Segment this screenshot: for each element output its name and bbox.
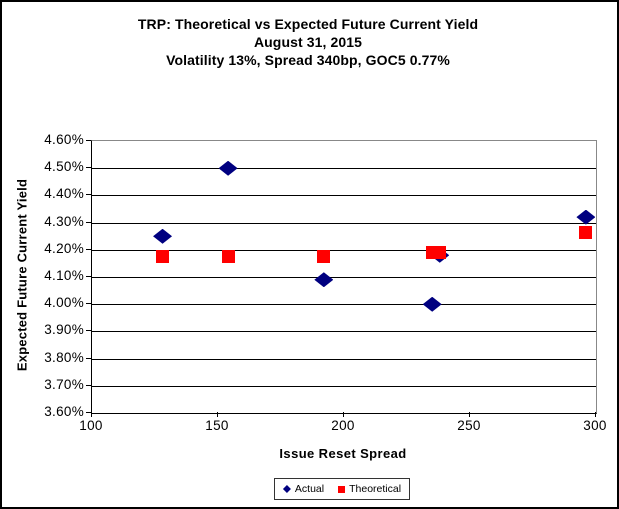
chart-title: TRP: Theoretical vs Expected Future Curr… xyxy=(137,16,479,32)
x-axis-title: Issue Reset Spread xyxy=(279,446,407,461)
y-tick-mark xyxy=(86,194,91,196)
y-axis-title: Expected Future Current Yield xyxy=(14,178,30,372)
actual-data-point xyxy=(576,209,596,225)
x-tick-label: 150 xyxy=(205,418,229,433)
theoretical-data-point xyxy=(156,250,170,264)
plot-area xyxy=(91,140,597,414)
legend-label-theoretical: Theoretical xyxy=(349,483,402,495)
gridline xyxy=(92,222,596,224)
chart-subtitle-date: August 31, 2015 xyxy=(253,34,363,50)
y-tick-mark xyxy=(86,357,91,359)
gridline xyxy=(92,195,596,197)
theoretical-data-point xyxy=(433,246,447,260)
theoretical-data-point xyxy=(579,225,593,239)
gridline xyxy=(92,304,596,306)
x-tick-mark xyxy=(343,412,344,417)
x-tick-label: 300 xyxy=(583,418,607,433)
x-tick-label: 200 xyxy=(331,418,355,433)
x-tick-label: 100 xyxy=(79,418,103,433)
gridline xyxy=(92,331,596,333)
legend-item-theoretical: Theoretical xyxy=(338,483,401,495)
y-tick-mark xyxy=(86,330,91,332)
legend-item-actual: Actual xyxy=(282,483,325,495)
x-tick-label: 250 xyxy=(457,418,481,433)
y-tick-mark xyxy=(86,384,91,386)
y-tick-mark xyxy=(86,248,91,250)
gridline xyxy=(92,249,596,251)
y-tick-mark xyxy=(86,140,91,141)
y-tick-label: 4.50% xyxy=(44,159,84,175)
y-tick-label: 3.80% xyxy=(44,349,84,365)
y-tick-label: 4.10% xyxy=(44,268,84,283)
y-tick-label: 4.30% xyxy=(44,213,84,229)
y-tick-label: 4.60% xyxy=(44,132,84,147)
theoretical-data-point xyxy=(221,250,235,264)
actual-data-point xyxy=(422,296,442,312)
y-tick-mark xyxy=(86,276,91,277)
chart-subtitle-params: Volatility 13%, Spread 340bp, GOC5 0.77% xyxy=(166,52,450,68)
gridline xyxy=(92,277,596,278)
x-tick-mark xyxy=(469,412,470,417)
y-tick-label: 3.70% xyxy=(44,376,84,392)
y-tick-label: 4.20% xyxy=(44,240,84,256)
theoretical-marker-icon xyxy=(338,485,346,493)
x-tick-mark xyxy=(595,412,596,417)
chart-title-block: TRP: Theoretical vs Expected Future Curr… xyxy=(2,15,614,69)
y-tick-mark xyxy=(86,167,91,169)
y-tick-mark xyxy=(86,221,91,223)
x-tick-mark xyxy=(91,412,92,417)
legend: Actual Theoretical xyxy=(274,478,410,500)
y-tick-label: 4.40% xyxy=(44,186,84,202)
y-tick-mark xyxy=(86,412,91,413)
y-tick-mark xyxy=(86,303,91,305)
y-tick-label: 3.90% xyxy=(44,322,84,338)
actual-data-point xyxy=(314,272,334,288)
gridline xyxy=(92,385,596,387)
actual-marker-icon xyxy=(282,485,291,493)
theoretical-data-point xyxy=(317,250,331,264)
actual-data-point xyxy=(218,160,238,176)
gridline xyxy=(92,358,596,360)
actual-data-point xyxy=(153,228,173,244)
gridline xyxy=(92,168,596,170)
y-tick-label: 4.00% xyxy=(44,295,84,311)
x-tick-mark xyxy=(217,412,218,417)
legend-label-actual: Actual xyxy=(294,483,325,495)
y-tick-label: 3.60% xyxy=(44,404,84,419)
